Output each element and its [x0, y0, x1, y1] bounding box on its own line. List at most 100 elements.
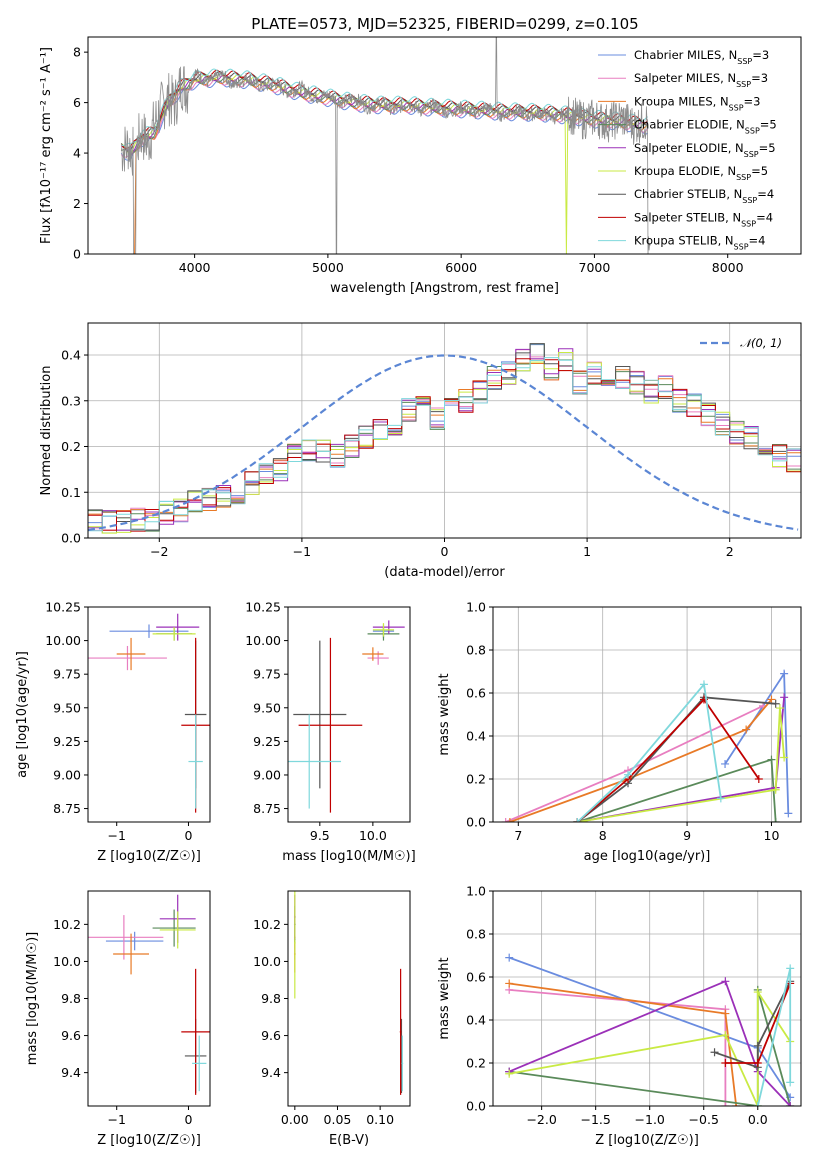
model-spectrum-line: [121, 68, 648, 147]
data-point-marker: [754, 775, 763, 783]
y-tick-label: 9.25: [53, 734, 81, 749]
y-tick-label: 10.25: [45, 600, 81, 615]
mass-weight-line: [509, 698, 773, 822]
y-tick-label: 0.4: [466, 729, 486, 744]
y-tick-label: 9.6: [261, 1028, 281, 1043]
mass-vs-metallicity-panel: −1 0 9.4 9.6 9.8 10.0 10.2 Z [log10(Z/Z☉)] mass …: [25, 890, 211, 1148]
y-tick-label: 0.1: [61, 485, 81, 500]
x-tick-label: 0.0: [748, 1112, 768, 1127]
data-point-marker: [742, 725, 751, 734]
axes-frame: [287, 890, 411, 1107]
y-tick-label: 0.6: [466, 686, 486, 701]
y-tick-label: 8.75: [53, 801, 81, 816]
data-point-marker: [775, 704, 784, 713]
legend-suffix: =4: [757, 187, 774, 201]
legend-sub: SSP: [742, 196, 757, 205]
y-tick-label: 9.4: [61, 1065, 81, 1080]
y-tick-label: 6: [73, 95, 81, 110]
y-tick-label: 9.00: [253, 767, 281, 782]
axes-frame: [492, 606, 802, 823]
plot-area: [120, 37, 651, 254]
x-tick-label: 9.5: [310, 828, 330, 843]
legend-suffix: =3: [752, 48, 769, 62]
legend-sub: SSP: [729, 103, 744, 112]
legend-sub: SSP: [744, 149, 759, 158]
plot-area: [88, 343, 801, 534]
data-point-marker: [721, 1102, 730, 1106]
data-point-marker: [767, 755, 776, 764]
legend-base: Kroupa STELIB, N: [634, 234, 734, 248]
legend-sub: SSP: [736, 80, 751, 89]
legend-sub: SSP: [745, 126, 760, 135]
mass-weight-line: [577, 707, 785, 822]
data-point-marker: [753, 1102, 762, 1106]
data-point-marker: [753, 1041, 762, 1050]
mass-weight-line: [576, 682, 722, 822]
y-tick-label: 9.50: [253, 700, 281, 715]
legend-entry: Salpeter MILES, NSSP=3: [634, 71, 768, 89]
legend-entry: Chabrier STELIB, NSSP=4: [634, 187, 774, 205]
x-axis-label: wavelength [Angstrom, rest frame]: [330, 281, 559, 296]
x-axis-label: E(B-V): [329, 1133, 369, 1148]
legend-suffix: =4: [756, 210, 773, 224]
y-tick-label: 10.25: [245, 600, 281, 615]
y-tick-label: 0.8: [466, 643, 486, 658]
data-point-marker: [505, 979, 514, 988]
y-tick-label: 9.00: [53, 767, 81, 782]
age-vs-metallicity-panel: −1 0 8.75 9.00 9.25 9.50 9.75 10.00 10.25 Z [log1…: [15, 600, 211, 864]
plot-area: [501, 669, 793, 822]
y-tick-label: 0.0: [466, 1099, 486, 1114]
histogram-step: [88, 357, 801, 532]
legend-entry: 𝒩(0, 1): [740, 336, 782, 350]
mass-weight-line: [576, 698, 760, 822]
plot-area: [293, 891, 404, 1095]
axes-frame: [87, 890, 211, 1107]
x-tick-label: −1: [293, 544, 311, 559]
mass-weight-vs-age-panel: 7 8 9 10 0.0 0.2 0.4 0.6 0.8 1.0 age [log10(age/yr…: [437, 600, 802, 864]
y-axis-label: mass weight: [437, 957, 452, 1039]
x-tick-label: −2.0: [526, 1112, 556, 1127]
legend-suffix: =3: [744, 94, 761, 108]
legend-suffix: =4: [749, 234, 766, 248]
data-point-marker: [771, 699, 780, 708]
y-axis-label: age [log10(age/yr)]: [15, 651, 30, 778]
legend-entry: Kroupa STELIB, NSSP=4: [634, 234, 765, 252]
residual-histogram-panel: −2 −1 0 1 2 0.0 0.1 0.2 0.3 0.4 (data-model)/error…: [39, 322, 802, 580]
x-tick-label: 6000: [445, 260, 477, 275]
mass-weight-line: [714, 980, 792, 1069]
y-tick-label: 0.3: [61, 393, 81, 408]
data-point-marker: [505, 953, 514, 962]
x-axis-label: Z [log10(Z/Z☉)]: [595, 1133, 699, 1148]
grid: [493, 606, 801, 823]
axes-frame: [87, 606, 211, 823]
y-tick-label: 4: [73, 146, 81, 161]
axes-frame: [492, 890, 802, 1107]
y-tick-label: 10.00: [45, 633, 81, 648]
y-tick-label: 9.75: [253, 667, 281, 682]
legend-sub: SSP: [737, 57, 752, 66]
y-tick-label: 10.0: [53, 954, 81, 969]
legend-base: Salpeter ELODIE, N: [634, 141, 744, 155]
legend-sub: SSP: [741, 219, 756, 228]
x-tick-label: 8000: [712, 260, 744, 275]
y-tick-label: 9.50: [53, 700, 81, 715]
legend-base: Kroupa MILES, N: [634, 94, 729, 108]
data-point-marker: [716, 794, 725, 803]
data-point-marker: [501, 818, 510, 822]
legend-entry: Salpeter STELIB, NSSP=4: [634, 210, 773, 228]
x-tick-label: 0: [184, 1112, 192, 1127]
legend-sub: SSP: [734, 242, 749, 251]
data-point-marker: [753, 988, 762, 997]
legend-base: Kroupa ELODIE, N: [634, 164, 736, 178]
legend-base: Chabrier ELODIE, N: [634, 118, 745, 132]
x-tick-label: 0.00: [281, 1112, 309, 1127]
x-tick-label: 7000: [579, 260, 611, 275]
data-point-marker: [780, 693, 789, 702]
y-tick-label: 1.0: [466, 600, 486, 615]
observed-spectrum-line: [120, 37, 651, 254]
data-point-marker: [721, 1009, 730, 1018]
data-point-marker: [721, 1031, 730, 1040]
y-tick-label: 8: [73, 45, 81, 60]
y-tick-label: 9.8: [261, 991, 281, 1006]
